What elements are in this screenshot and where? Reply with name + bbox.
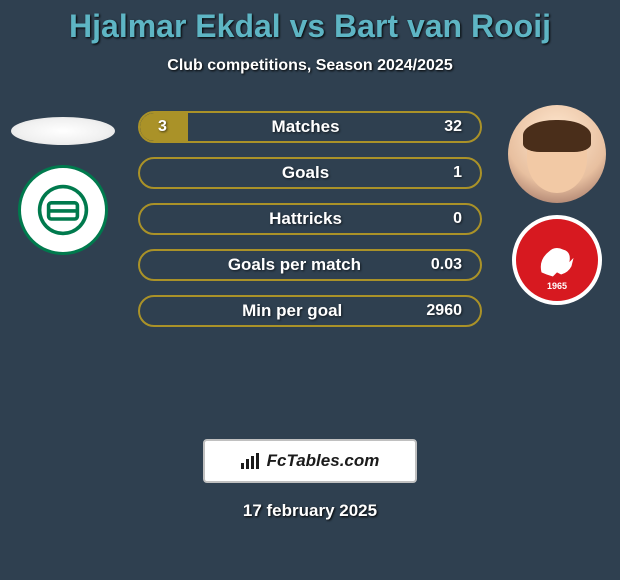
twente-year: 1965 xyxy=(516,281,598,291)
stat-label: Min per goal xyxy=(242,301,342,321)
stat-right-value: 0 xyxy=(453,210,462,228)
player-left-column xyxy=(8,105,118,255)
avatar-hair-icon xyxy=(523,120,591,152)
chart-icon xyxy=(241,453,261,469)
player-right-column: 1965 xyxy=(502,105,612,305)
stat-left-value: 3 xyxy=(158,118,167,136)
player-right-avatar xyxy=(508,105,606,203)
attribution-badge: FcTables.com xyxy=(203,439,417,483)
stat-label: Hattricks xyxy=(269,209,342,229)
stat-row: 3 Matches 32 xyxy=(138,111,482,143)
stat-row: Goals per match 0.03 xyxy=(138,249,482,281)
stat-right-value: 32 xyxy=(444,118,462,136)
stat-right-value: 1 xyxy=(453,164,462,182)
content-area: 1965 3 Matches 32 Goals 1 Hattricks 0 Goals per… xyxy=(0,105,620,445)
stat-label: Goals per match xyxy=(228,255,361,275)
club-logo-twente: 1965 xyxy=(512,215,602,305)
stat-label: Matches xyxy=(272,117,340,137)
stat-right-value: 0.03 xyxy=(431,256,462,274)
attribution-text: FcTables.com xyxy=(267,451,380,471)
stat-label: Goals xyxy=(282,163,329,183)
stat-row: Min per goal 2960 xyxy=(138,295,482,327)
stat-right-value: 2960 xyxy=(426,302,462,320)
stat-row: Hattricks 0 xyxy=(138,203,482,235)
club-logo-groningen xyxy=(18,165,108,255)
infographic-container: Hjalmar Ekdal vs Bart van Rooij Club com… xyxy=(0,0,620,521)
subtitle: Club competitions, Season 2024/2025 xyxy=(0,57,620,75)
page-title: Hjalmar Ekdal vs Bart van Rooij xyxy=(0,8,620,45)
date-label: 17 february 2025 xyxy=(0,501,620,521)
stat-row: Goals 1 xyxy=(138,157,482,189)
player-left-avatar-placeholder xyxy=(11,117,115,145)
stats-panel: 3 Matches 32 Goals 1 Hattricks 0 Goals per matc… xyxy=(138,111,482,341)
groningen-icon xyxy=(36,183,90,237)
avatar-face-icon xyxy=(527,125,587,193)
